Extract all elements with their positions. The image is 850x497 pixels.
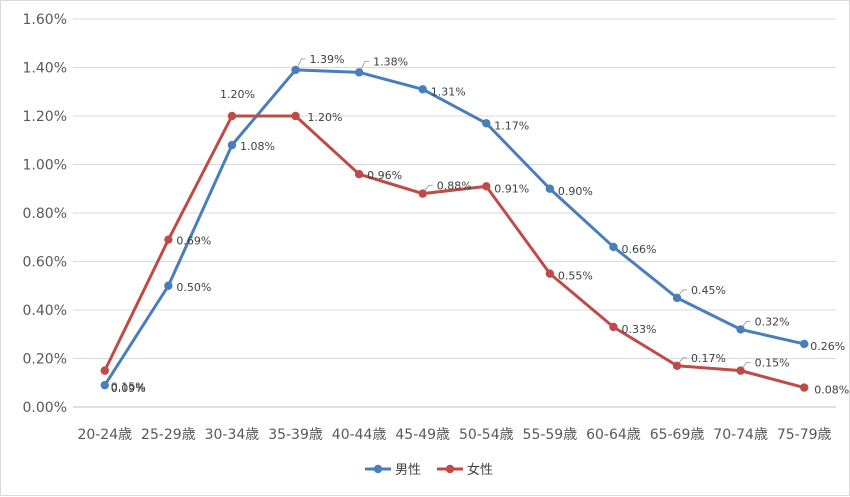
data-label: 1.20% [220,88,255,101]
legend-label: 女性 [467,462,493,478]
y-tick-label: 0.80% [23,206,67,222]
data-point-male [227,140,237,150]
data-label: 0.17% [691,352,726,365]
leader-line [742,362,751,368]
x-tick-label: 55-59歳 [523,427,578,443]
x-tick-label: 60-64歳 [586,427,641,443]
data-point-female [291,111,300,121]
data-label: 0.91% [494,182,529,195]
leader-line [742,320,751,327]
x-tick-label: 45-49歳 [395,427,450,443]
x-tick-label: 35-39歳 [268,427,323,443]
data-label: 0.32% [755,315,790,328]
series-line-female [103,114,805,390]
x-tick-label: 70-74歳 [713,427,768,443]
data-label: 0.26% [810,340,845,353]
data-point-male [291,65,300,75]
y-tick-label: 1.60% [23,12,67,28]
data-point-female [100,366,109,375]
data-point-female [227,111,237,121]
data-label: 0.55% [558,270,593,283]
data-point-female [609,322,618,332]
y-tick-label: 1.00% [23,158,67,174]
data-label: 1.31% [431,85,466,98]
x-tick-label: 30-34歳 [205,427,260,443]
data-label: 1.17% [494,119,529,132]
data-label: 0.90% [558,185,593,198]
data-label: 0.96% [367,169,402,182]
data-point-female [482,182,491,191]
data-point-male [545,184,555,193]
data-point-female [418,189,427,198]
data-label: 0.45% [691,284,726,297]
legend-marker [373,464,383,474]
data-label: 0.69% [176,235,211,248]
series-line-male [103,68,805,386]
y-tick-label: 0.40% [23,303,67,319]
legend-marker [445,464,455,474]
data-point-female [164,235,173,244]
x-tick-label: 40-44歳 [332,427,387,443]
data-point-male [418,85,427,94]
y-tick-label: 0.00% [23,400,67,416]
data-point-female [354,170,364,179]
data-point-female [800,383,809,392]
data-point-female [545,269,555,278]
y-tick-label: 0.20% [23,352,67,368]
data-point-male [736,325,745,334]
data-label: 0.88% [437,180,472,193]
data-label: 0.15% [111,381,146,394]
x-tick-label: 75-79歳 [777,427,832,443]
data-label: 0.08% [814,384,849,397]
data-label: 0.66% [621,243,656,256]
data-point-male [164,281,173,290]
data-point-male [100,380,109,390]
data-label: 0.50% [176,281,211,294]
leader-line [678,289,688,296]
y-tick-label: 1.20% [23,109,67,125]
data-label: 1.39% [310,53,345,66]
x-tick-label: 25-29歳 [141,427,196,443]
y-tick-label: 1.40% [23,61,67,77]
data-label: 0.33% [621,323,656,336]
data-point-male [800,339,809,349]
leader-line [678,357,688,364]
data-label: 0.09% [111,382,146,395]
data-label: 1.38% [373,55,408,68]
data-point-male [482,119,491,128]
data-point-female [672,361,682,370]
leader-line [297,58,306,68]
data-point-male [354,68,364,77]
y-tick-label: 0.60% [23,255,67,271]
data-label: 1.20% [308,111,343,124]
x-tick-label: 65-69歳 [650,427,705,443]
data-label: 1.08% [240,140,275,153]
legend-label: 男性 [395,463,421,478]
x-tick-label: 20-24歳 [77,427,132,443]
leader-line [360,60,370,70]
data-label: 0.15% [755,357,790,370]
x-tick-label: 50-54歳 [459,427,514,443]
data-point-female [736,366,745,375]
data-point-male [609,242,618,252]
data-point-male [672,293,682,303]
leader-line [424,185,433,191]
